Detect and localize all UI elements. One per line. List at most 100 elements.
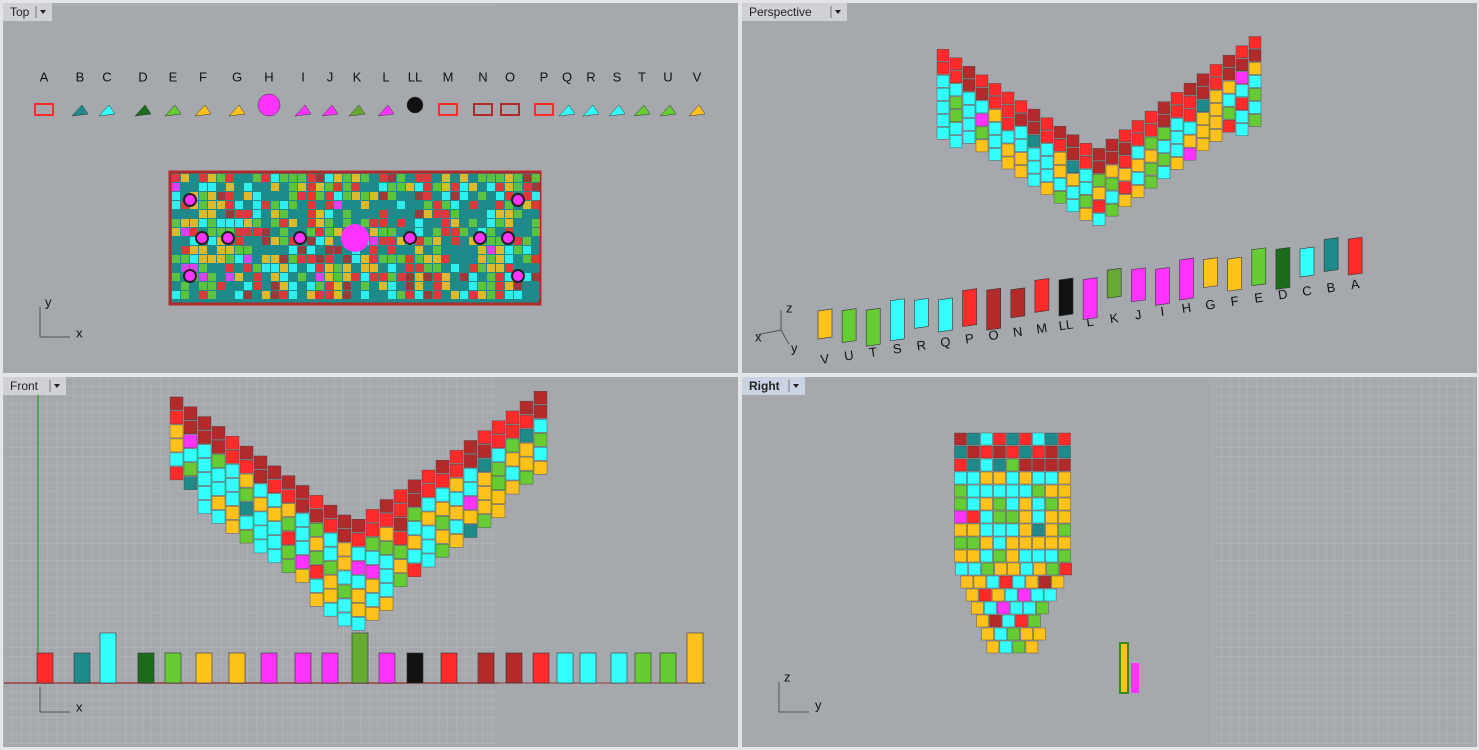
assembly-block — [211, 454, 226, 468]
plan-tile — [280, 255, 288, 263]
viewport-title[interactable]: Right — [749, 379, 780, 393]
plan-tile — [370, 183, 378, 191]
assembly-block — [365, 551, 380, 565]
plan-tile — [334, 246, 342, 254]
plan-tile — [496, 237, 504, 245]
assembly-block — [225, 492, 240, 506]
assembly-block — [967, 536, 980, 550]
plan-tile — [253, 210, 261, 218]
plan-tile — [262, 228, 270, 236]
assembly-block — [1248, 62, 1262, 75]
assembly-block — [211, 482, 226, 496]
assembly-block — [1027, 173, 1041, 187]
axis-label: x — [76, 699, 83, 714]
assembly-block — [197, 444, 212, 458]
assembly-block — [1019, 484, 1032, 498]
assembly-block — [351, 574, 366, 589]
viewport-tab[interactable] — [3, 3, 52, 21]
part-label: G — [1204, 296, 1216, 312]
assembly-block — [1032, 523, 1045, 537]
plan-tile — [496, 264, 504, 272]
plan-tile — [478, 273, 486, 281]
plan-tile — [496, 174, 504, 182]
assembly-block — [1045, 445, 1058, 459]
part-label: J — [327, 69, 334, 84]
assembly-block — [967, 471, 980, 485]
part-label: I — [301, 69, 305, 84]
plan-tile — [307, 282, 315, 290]
part-label: P — [540, 69, 549, 84]
assembly-block — [1144, 162, 1158, 176]
plan-tile — [298, 291, 306, 299]
assembly-block — [435, 459, 450, 474]
plan-tile — [433, 291, 441, 299]
assembly-block — [1066, 160, 1080, 173]
assembly-block — [1019, 549, 1032, 563]
assembly-block — [309, 551, 324, 565]
plan-tile — [289, 219, 297, 227]
assembly-block — [954, 536, 967, 550]
assembly-block — [1040, 156, 1054, 169]
assembly-block — [1131, 133, 1145, 146]
plan-tile — [190, 174, 198, 182]
plan-tile — [199, 282, 207, 290]
assembly-block — [183, 462, 198, 476]
plan-tile — [244, 264, 252, 272]
plan-tile — [181, 174, 189, 182]
plan-tile — [361, 273, 369, 281]
plan-tile — [415, 291, 423, 299]
assembly-block — [1045, 523, 1058, 537]
plan-tile — [307, 174, 315, 182]
plan-tile — [487, 174, 495, 182]
assembly-block — [379, 513, 394, 527]
assembly-block — [1058, 523, 1071, 537]
assembly-block — [1248, 101, 1262, 114]
assembly-block — [449, 520, 464, 534]
viewport-title[interactable]: Front — [10, 379, 39, 393]
part-label: V — [693, 69, 702, 84]
plan-tile — [406, 183, 414, 191]
plan-tile — [172, 237, 180, 245]
assembly-block — [407, 493, 422, 508]
plan-tile — [514, 255, 522, 263]
assembly-block — [533, 447, 548, 461]
plan-tile — [325, 264, 333, 272]
plan-tile — [496, 219, 504, 227]
viewport-title[interactable]: Top — [10, 5, 30, 19]
plan-tile — [514, 246, 522, 254]
plan-tile — [523, 282, 531, 290]
plan-tile — [415, 273, 423, 281]
assembly-block — [309, 593, 324, 607]
part-icon — [582, 104, 600, 117]
assembly-block — [954, 549, 967, 563]
assembly-block — [267, 479, 282, 493]
plan-tile — [271, 219, 279, 227]
assembly-block — [1131, 120, 1145, 133]
plan-tile — [280, 219, 288, 227]
plan-tile — [379, 291, 387, 299]
assembly-block — [999, 575, 1013, 589]
assembly-block — [1006, 549, 1019, 563]
viewport-title[interactable]: Perspective — [749, 5, 812, 19]
plan-tile — [388, 174, 396, 182]
assembly-block — [351, 602, 366, 617]
assembly-block — [323, 504, 338, 519]
assembly-block — [1170, 157, 1184, 170]
plan-tile — [505, 174, 513, 182]
plan-tile — [217, 255, 225, 263]
plan-tile — [424, 192, 432, 200]
plan-tile — [208, 264, 216, 272]
plan-tile — [523, 219, 531, 227]
plan-tile — [388, 264, 396, 272]
assembly-block — [1118, 168, 1132, 181]
assembly-block — [1058, 497, 1071, 511]
part-icon — [633, 104, 651, 117]
part-perspective — [1034, 278, 1050, 313]
plan-tile — [460, 192, 468, 200]
plan-tile — [523, 201, 531, 209]
part-icon — [534, 103, 554, 116]
assembly-block — [1032, 536, 1045, 550]
assembly-block — [1144, 136, 1158, 150]
viewport-tab[interactable] — [742, 3, 847, 21]
assembly-block — [169, 466, 184, 481]
